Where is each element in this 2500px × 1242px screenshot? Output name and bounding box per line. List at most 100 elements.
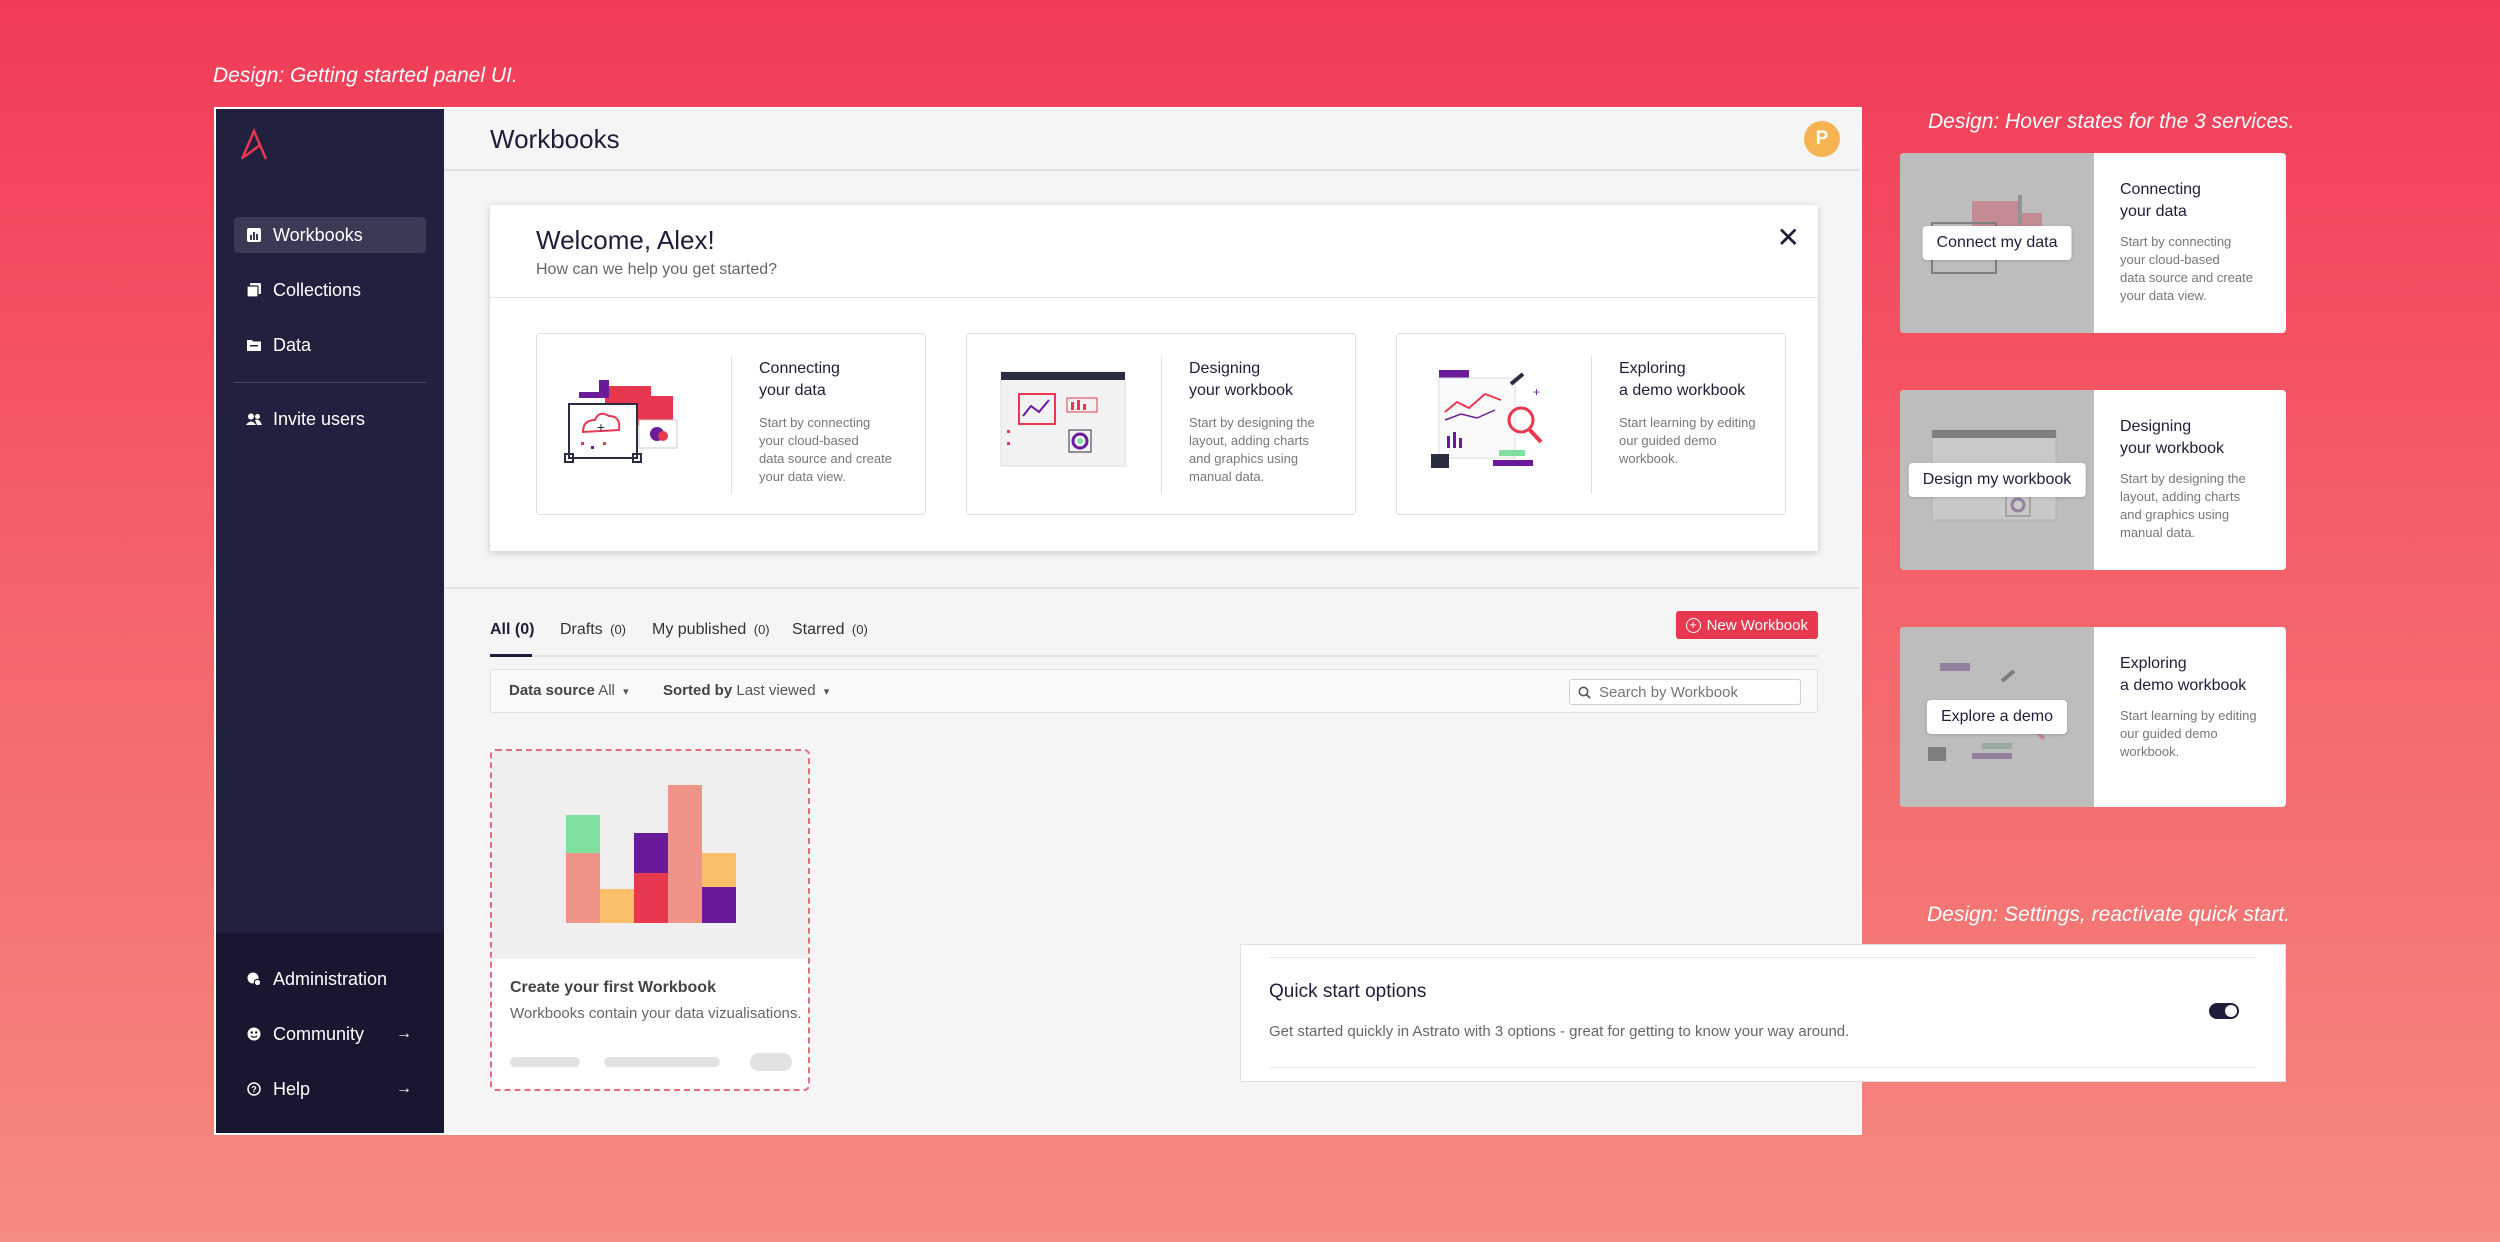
tab-label: My published — [652, 621, 747, 638]
search-input[interactable] — [1599, 683, 1789, 701]
chevron-down-icon: ▾ — [623, 686, 629, 698]
help-icon: ? — [246, 1081, 262, 1097]
caption-getting-started: Design: Getting started panel UI. — [213, 64, 518, 87]
tab-count: (0) — [753, 622, 770, 637]
collections-icon — [246, 282, 262, 298]
sort-filter[interactable]: Sorted by Last viewed ▾ — [663, 682, 829, 699]
sidebar-item-label: Community — [273, 1023, 365, 1044]
sidebar-item-label: Workbooks — [273, 224, 363, 245]
svg-text:?: ? — [251, 1085, 257, 1095]
quick-start-settings-panel: Quick start options Get started quickly … — [1240, 944, 2286, 1082]
tab-all[interactable]: All (0) — [490, 621, 534, 639]
skeleton-line — [510, 1057, 580, 1067]
folder-icon — [246, 337, 262, 353]
sidebar-item-workbooks[interactable]: Workbooks — [234, 217, 426, 253]
tab-label: Drafts — [560, 621, 603, 638]
hover-illustration: Explore a demo — [1900, 627, 2094, 807]
tab-my-published[interactable]: My published (0) — [652, 621, 770, 639]
hover-illustration: Connect my data — [1900, 153, 2094, 333]
data-source-filter[interactable]: Data source All ▾ — [509, 682, 629, 699]
filter-label: Sorted by — [663, 682, 733, 699]
tab-count: (0) — [514, 621, 535, 638]
create-workbook-card[interactable]: Create your first Workbook Workbooks con… — [490, 749, 810, 1091]
quick-start-toggle[interactable] — [2209, 1003, 2239, 1019]
hover-card-explore[interactable]: Explore a demo Exploring a demo workbook… — [1900, 627, 2286, 807]
connect-my-data-button[interactable]: Connect my data — [1922, 226, 2072, 260]
sidebar-item-label: Invite users — [273, 408, 366, 429]
avatar[interactable]: P — [1804, 121, 1840, 157]
search-field[interactable] — [1569, 679, 1801, 705]
sidebar-item-label: Data — [273, 334, 312, 355]
caption-hover-states: Design: Hover states for the 3 services. — [1928, 110, 2295, 133]
svg-text:+: + — [597, 419, 605, 435]
tab-count: (0) — [610, 622, 627, 637]
welcome-divider — [490, 297, 1818, 298]
service-title: Designing your workbook — [1189, 360, 1294, 399]
page-title: Workbooks — [490, 124, 620, 154]
admin-icon — [246, 971, 262, 987]
new-workbook-button[interactable]: + New Workbook — [1675, 611, 1818, 639]
sidebar-item-invite-users[interactable]: Invite users — [234, 401, 426, 437]
service-title: Exploring a demo workbook — [1619, 360, 1746, 399]
welcome-title: Welcome, Alex! — [536, 225, 715, 255]
create-card-title: Create your first Workbook — [510, 979, 716, 996]
sidebar-item-collections[interactable]: Collections — [234, 272, 426, 308]
tab-drafts[interactable]: Drafts (0) — [560, 621, 626, 639]
hover-card-title: Designing your workbook — [2120, 418, 2225, 457]
chevron-down-icon: ▾ — [823, 686, 830, 698]
design-workbook-illustration — [1000, 371, 1126, 467]
tab-label: All — [490, 621, 511, 638]
new-workbook-label: New Workbook — [1706, 616, 1808, 634]
sidebar-item-data[interactable]: Data — [234, 327, 426, 363]
workbook-tabs: All (0) Drafts (0) My published (0) Star… — [490, 611, 1818, 657]
skeleton-pill — [750, 1053, 792, 1071]
tab-count: (0) — [851, 622, 868, 637]
hover-card-design[interactable]: Design my workbook Designing your workbo… — [1900, 390, 2286, 570]
users-icon — [246, 411, 262, 427]
sidebar-item-label: Collections — [273, 279, 362, 300]
hover-card-description: Start by designing the layout, adding ch… — [2120, 471, 2246, 540]
tab-starred[interactable]: Starred (0) — [792, 621, 868, 639]
hover-illustration: Design my workbook — [1900, 390, 2094, 570]
caption-settings: Design: Settings, reactivate quick start… — [1927, 903, 2290, 926]
service-title: Connecting your data — [759, 360, 840, 399]
filter-value: All — [598, 682, 615, 699]
sidebar: Workbooks Collections Data Invite users — [216, 109, 444, 1133]
app-window: Workbooks Collections Data Invite users — [214, 107, 1862, 1135]
create-card-subtitle: Workbooks contain your data vizualisatio… — [510, 1005, 802, 1022]
create-card-preview — [492, 751, 808, 959]
explore-demo-illustration: + — [1431, 370, 1543, 468]
search-icon — [1578, 686, 1591, 699]
sidebar-item-help[interactable]: ? Help → — [234, 1071, 426, 1107]
settings-divider — [1269, 957, 2257, 958]
hover-card-description: Start learning by editing our guided dem… — [2120, 708, 2257, 759]
sidebar-item-administration[interactable]: Administration — [234, 961, 426, 997]
astrato-logo[interactable] — [238, 127, 270, 161]
filter-value: Last viewed — [736, 682, 816, 699]
service-description: Start by designing the layout, adding ch… — [1189, 415, 1315, 484]
service-card-design[interactable]: Designing your workbook Start by designi… — [966, 333, 1356, 515]
service-card-connect[interactable]: + Connecting your data Start by connecti… — [536, 333, 926, 515]
explore-a-demo-button[interactable]: Explore a demo — [1926, 700, 2068, 734]
skeleton-line — [604, 1057, 720, 1067]
close-icon[interactable]: ✕ — [1776, 222, 1800, 253]
connect-data-illustration: + — [564, 380, 678, 463]
welcome-panel: Welcome, Alex! How can we help you get s… — [490, 205, 1818, 551]
top-bar: Workbooks P — [444, 109, 1860, 171]
section-divider — [444, 587, 1860, 589]
sidebar-item-label: Administration — [273, 968, 388, 989]
bar-chart-icon — [246, 227, 262, 243]
settings-description: Get started quickly in Astrato with 3 op… — [1269, 1023, 1850, 1040]
settings-divider — [1269, 1067, 2257, 1068]
active-tab-indicator — [490, 654, 532, 657]
service-card-divider — [1161, 356, 1162, 494]
hover-card-connect[interactable]: Connect my data Connecting your data Sta… — [1900, 153, 2286, 333]
service-card-explore[interactable]: + Exploring a demo workbook Start learni… — [1396, 333, 1786, 515]
bar-chart-illustration — [566, 785, 736, 923]
design-my-workbook-button[interactable]: Design my workbook — [1908, 463, 2086, 497]
sidebar-item-community[interactable]: Community → — [234, 1016, 426, 1052]
hover-card-title: Connecting your data — [2120, 181, 2201, 220]
svg-text:+: + — [1533, 385, 1540, 399]
sidebar-footer: Administration Community → ? Help → — [216, 933, 444, 1133]
community-icon — [246, 1026, 262, 1042]
